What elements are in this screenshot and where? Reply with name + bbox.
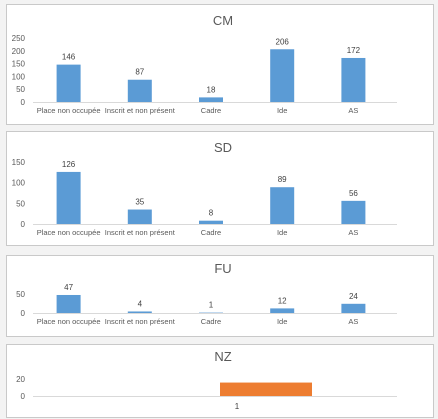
data-label: 35	[135, 198, 144, 207]
bar-place-non-occupée	[56, 64, 81, 102]
y-tick-label: 250	[12, 34, 26, 43]
bar-series	[220, 382, 312, 396]
y-tick-label: 0	[21, 392, 26, 401]
y-tick-label: 0	[21, 309, 26, 318]
category-label: Ide	[277, 106, 287, 115]
data-label: 89	[278, 175, 287, 184]
category-label: AS	[348, 317, 358, 326]
chart-title: FU	[214, 261, 231, 276]
bar-cadre	[199, 220, 223, 224]
chart-title: CM	[213, 13, 233, 28]
chart-svg: FU 0 50 47 Place non occupée 4 Inscrit et non …	[16, 261, 397, 326]
data-label: 56	[349, 189, 358, 198]
y-tick-label: 150	[12, 60, 26, 69]
bar-ide	[270, 49, 295, 102]
chart-panel-nz: NZ 0 20 1	[6, 344, 434, 418]
bar-inscrit-et-non-présent	[127, 79, 152, 102]
data-label: 18	[207, 85, 216, 94]
y-tick-label: 20	[16, 375, 25, 384]
category-label: Ide	[277, 317, 287, 326]
y-tick-label: 150	[12, 158, 26, 167]
category-label: AS	[348, 228, 358, 237]
chart-panel-fu: FU 0 50 47 Place non occupée 4 Inscrit et non …	[6, 255, 434, 337]
category-label: Cadre	[201, 317, 221, 326]
y-tick-label: 100	[12, 179, 26, 188]
chart-svg: CM 0 50 100 150 200 250 146 Place non occupée 87 I…	[12, 13, 397, 115]
category-label: Inscrit et non présent	[105, 228, 176, 237]
category-label: Inscrit et non présent	[105, 106, 176, 115]
y-tick-label: 200	[12, 47, 26, 56]
bar-place-non-occupée	[56, 171, 81, 224]
chart-title: NZ	[214, 349, 231, 364]
y-tick-label: 50	[16, 85, 25, 94]
y-tick-label: 50	[16, 290, 25, 299]
chart-panel-sd: SD 0 50 100 150 126 Place non occupée 35 Inscrit…	[6, 131, 434, 246]
category-label: Cadre	[201, 228, 221, 237]
category-label: Cadre	[201, 106, 221, 115]
y-tick-label: 0	[21, 98, 26, 107]
y-tick-label: 50	[16, 199, 25, 208]
category-label: Place non occupée	[37, 106, 101, 115]
bar-place-non-occupée	[56, 294, 81, 313]
bar-inscrit-et-non-présent	[127, 311, 152, 313]
y-tick-label: 100	[12, 72, 26, 81]
category-label: Inscrit et non présent	[105, 317, 176, 326]
data-label: 8	[209, 209, 214, 218]
chart-svg: SD 0 50 100 150 126 Place non occupée 35 Inscrit…	[12, 140, 397, 237]
bar-cadre	[199, 97, 223, 102]
data-label: 12	[278, 296, 287, 305]
data-label: 206	[276, 37, 290, 46]
bar-as	[341, 303, 366, 313]
chart-svg: NZ 0 20 1	[16, 349, 397, 411]
category-label: Place non occupée	[37, 317, 101, 326]
bar-as	[341, 200, 366, 224]
data-label: 4	[138, 299, 143, 308]
data-label: 126	[62, 160, 76, 169]
category-label: Place non occupée	[37, 228, 101, 237]
bar-as	[341, 57, 366, 102]
bar-ide	[270, 187, 295, 224]
chart-panel-cm: CM 0 50 100 150 200 250 146 Place non occupée 87 I…	[6, 4, 434, 125]
bar-ide	[270, 308, 295, 313]
chart-title: SD	[214, 140, 232, 155]
data-label: 1	[209, 301, 214, 310]
data-label: 172	[347, 46, 361, 55]
data-label: 87	[135, 68, 144, 77]
y-tick-label: 0	[21, 220, 26, 229]
bar-inscrit-et-non-présent	[127, 209, 152, 224]
data-label: 47	[64, 283, 73, 292]
category-label: Ide	[277, 228, 287, 237]
data-label: 24	[349, 292, 358, 301]
category-label: AS	[348, 106, 358, 115]
data-label: 146	[62, 53, 76, 62]
data-label: 1	[235, 402, 240, 411]
